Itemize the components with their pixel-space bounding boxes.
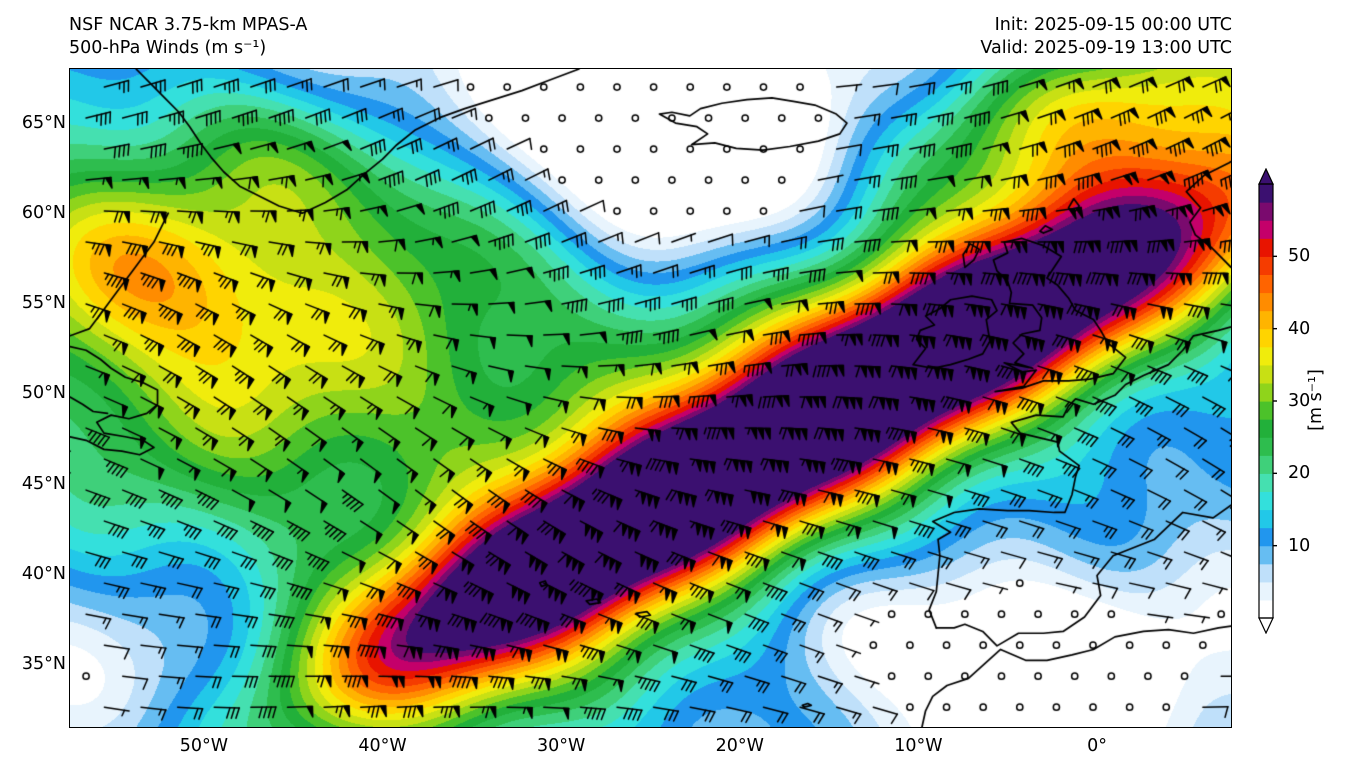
valid-time: Valid: 2025-09-19 13:00 UTC <box>980 38 1232 58</box>
longitude-tick-40°W: 40°W <box>358 736 407 756</box>
colorbar-tick-20: 20 <box>1288 463 1311 484</box>
wind-speed-field <box>70 69 1231 727</box>
colorbar-tick-40: 40 <box>1288 318 1311 339</box>
colorbar-tick-10: 10 <box>1288 535 1311 556</box>
latitude-tick-50°N: 50°N <box>21 383 66 404</box>
colorbar-tick-50: 50 <box>1288 246 1311 267</box>
map-plot-area <box>69 68 1232 728</box>
field-name: 500-hPa Winds (m s⁻¹) <box>69 38 267 58</box>
model-name: NSF NCAR 3.75-km MPAS-A <box>69 15 308 35</box>
latitude-tick-55°N: 55°N <box>21 293 66 314</box>
figure-title-left: NSF NCAR 3.75-km MPAS-A 500-hPa Winds (m… <box>69 14 307 60</box>
longitude-tick-30°W: 30°W <box>537 736 586 756</box>
colorbar-axis-label: [m s⁻¹] <box>1306 369 1326 431</box>
figure-title-right: Init: 2025-09-15 00:00 UTC Valid: 2025-0… <box>980 14 1232 60</box>
longitude-tick-50°W: 50°W <box>179 736 229 756</box>
longitude-tick-20°W: 20°W <box>715 736 764 756</box>
colorbar-tick-30: 30 <box>1288 391 1311 411</box>
latitude-tick-35°N: 35°N <box>21 653 66 674</box>
latitude-tick-60°N: 60°N <box>21 203 66 224</box>
init-time: Init: 2025-09-15 00:00 UTC <box>994 15 1232 35</box>
longitude-tick-0°: 0° <box>1087 736 1107 756</box>
latitude-tick-45°N: 45°N <box>21 473 66 494</box>
longitude-tick-10°W: 10°W <box>894 736 943 756</box>
latitude-tick-65°N: 65°N <box>21 113 66 134</box>
colorbar-gradient <box>1258 168 1277 634</box>
colorbar <box>1255 168 1277 634</box>
latitude-tick-40°N: 40°N <box>21 563 66 584</box>
